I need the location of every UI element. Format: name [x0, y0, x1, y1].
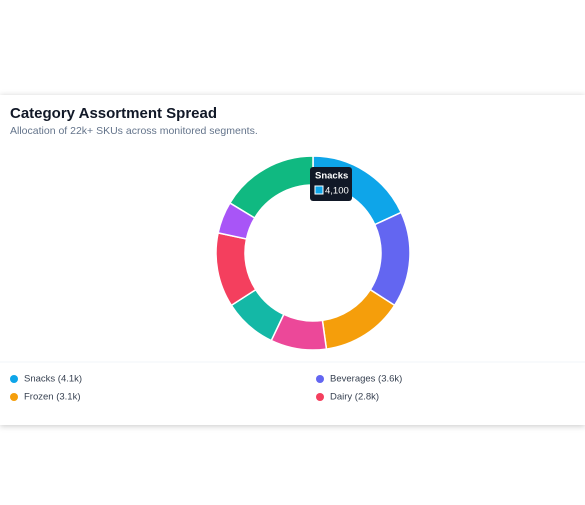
tooltip-title: Snacks: [315, 171, 348, 182]
legend-label: Beverages (3.6k): [330, 374, 402, 385]
chart: Snacks 4,100 Snacks (4.1k) Beverages (3.6k)…: [0, 155, 585, 403]
legend-dot: [316, 375, 324, 383]
donut-segment: [228, 155, 314, 219]
tooltip: Snacks 4,100: [310, 167, 352, 201]
legend-label: Dairy (2.8k): [330, 392, 379, 403]
tooltip-value: 4,100: [325, 186, 349, 197]
tooltip-swatch: [314, 185, 324, 195]
legend-dot: [316, 393, 324, 401]
legend-dot: [10, 393, 18, 401]
legend-label: Frozen (3.1k): [24, 392, 81, 403]
chart-subtitle: Allocation of 22k+ SKUs across monitored…: [10, 125, 258, 137]
chart-title: Category Assortment Spread: [10, 105, 217, 122]
card: Category Assortment Spread Allocation of…: [0, 95, 585, 425]
donut-segment: [321, 288, 396, 350]
donut-segment: [369, 211, 411, 307]
legend-label: Snacks (4.1k): [24, 374, 82, 385]
legend-dot: [10, 375, 18, 383]
